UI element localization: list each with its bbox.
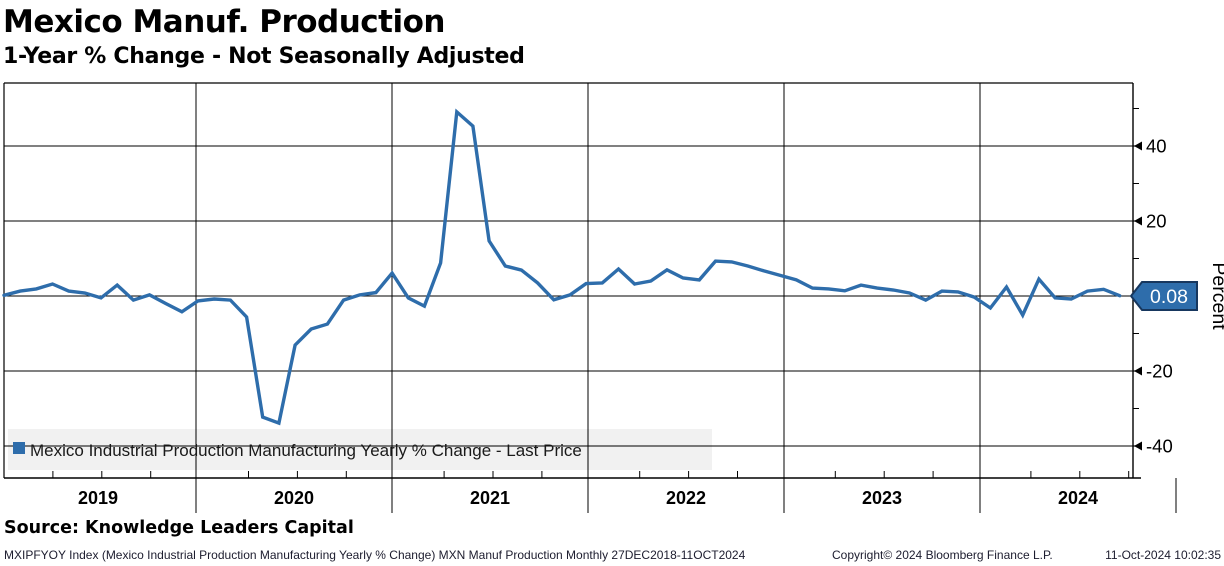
last-price-badge <box>1129 281 1198 311</box>
footer-timestamp: 11-Oct-2024 10:02:35 <box>1105 548 1221 562</box>
y-tick-label: -40 <box>1146 436 1173 457</box>
legend-label[interactable]: Mexico Industrial Production Manufacturi… <box>30 441 582 460</box>
x-year-label: 2024 <box>1058 488 1098 508</box>
y-tick-label: 40 <box>1146 136 1167 157</box>
y-tick-arrow-icon <box>1134 141 1142 151</box>
footer: MXIPFYOY Index (Mexico Industrial Produc… <box>0 548 1224 564</box>
x-year-label: 2020 <box>274 488 314 508</box>
x-year-label: 2019 <box>78 488 118 508</box>
chart-canvas[interactable]: 40 20 -20 -40 2019 2020 2021 2022 2023 2024 Mexico… <box>0 80 1224 520</box>
y-axis-title: Percent <box>1208 262 1224 330</box>
x-year-label: 2023 <box>862 488 902 508</box>
footer-security-info: MXIPFYOY Index (Mexico Industrial Produc… <box>4 548 746 562</box>
source-line: Source: Knowledge Leaders Capital <box>4 518 354 538</box>
y-tick-arrow-icon <box>1134 441 1142 451</box>
last-price-value: 0.08 <box>1150 286 1188 308</box>
legend-marker-icon <box>13 442 25 454</box>
x-year-label: 2022 <box>666 488 706 508</box>
chart-title: Mexico Manuf. Production <box>3 4 445 40</box>
x-year-label: 2021 <box>470 488 510 508</box>
y-tick-label: -20 <box>1146 361 1173 382</box>
y-tick-arrow-icon <box>1134 366 1142 376</box>
chart-subtitle: 1-Year % Change - Not Seasonally Adjuste… <box>3 44 525 69</box>
legend-box[interactable] <box>8 429 712 470</box>
y-tick-label: 20 <box>1146 211 1167 232</box>
footer-copyright: Copyright© 2024 Bloomberg Finance L.P. <box>832 548 1053 562</box>
series-line <box>2 108 1122 426</box>
y-tick-arrow-icon <box>1134 216 1142 226</box>
